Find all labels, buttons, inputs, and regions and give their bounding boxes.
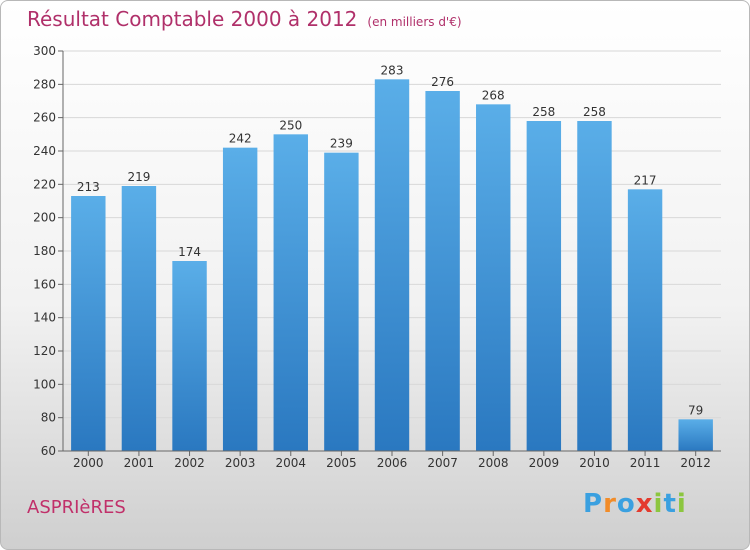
- y-tick-label: 260: [33, 111, 56, 125]
- x-tick-label: 2008: [478, 456, 509, 470]
- bar-value-label: 258: [532, 105, 555, 119]
- logo-letter: i: [676, 489, 687, 519]
- bar: [222, 147, 258, 451]
- commune-name: ASPRIèRES: [27, 497, 126, 518]
- bar: [577, 121, 612, 451]
- logo-letter: o: [616, 489, 636, 519]
- bar: [526, 121, 562, 451]
- bar-value-label: 242: [229, 132, 252, 146]
- bar: [121, 186, 157, 451]
- y-tick-label: 240: [33, 144, 56, 158]
- chart-title: Résultat Comptable 2000 à 2012 (en millie…: [27, 7, 462, 31]
- proxiti-logo: Proxiti: [583, 489, 687, 519]
- y-tick-label: 60: [41, 444, 56, 458]
- y-tick-label: 180: [33, 244, 56, 258]
- y-tick-label: 200: [33, 211, 56, 225]
- bar-value-label: 219: [127, 170, 150, 184]
- x-tick-label: 2000: [73, 456, 104, 470]
- bar-value-label: 268: [482, 88, 505, 102]
- bar-value-label: 217: [634, 173, 657, 187]
- bar-value-label: 258: [583, 105, 606, 119]
- x-tick-label: 2011: [630, 456, 661, 470]
- bar-value-label: 174: [178, 245, 201, 259]
- logo-letter: x: [635, 489, 654, 519]
- y-tick-label: 120: [33, 344, 56, 358]
- x-tick-label: 2012: [680, 456, 711, 470]
- x-tick-label: 2006: [377, 456, 408, 470]
- bar: [324, 152, 359, 451]
- bar: [374, 79, 410, 451]
- y-tick-label: 220: [33, 177, 56, 191]
- logo-letter: P: [583, 489, 604, 519]
- x-tick-label: 2009: [529, 456, 560, 470]
- chart-title-text: Résultat Comptable 2000 à 2012: [27, 7, 358, 31]
- bar: [476, 104, 511, 451]
- bar: [627, 189, 663, 452]
- bar-value-label: 213: [77, 180, 100, 194]
- x-tick-label: 2004: [275, 456, 306, 470]
- logo-letter: i: [653, 489, 664, 519]
- bar-value-label: 239: [330, 137, 353, 151]
- x-tick-label: 2005: [326, 456, 357, 470]
- x-axis: 2000 2001 2002 2003 2004 2005 2006 2007 2008 2009…: [63, 450, 721, 470]
- bar: [425, 91, 460, 451]
- x-tick-label: 2001: [124, 456, 155, 470]
- bar-value-label: 283: [381, 63, 404, 77]
- bar-value-label: 276: [431, 75, 454, 89]
- x-tick-label: 2010: [579, 456, 610, 470]
- y-tick-label: 160: [33, 277, 56, 291]
- bar-chart: 60 80 100 120 140 160 180 200 220 240 260 280 300 21…: [33, 44, 721, 470]
- y-tick-label: 280: [33, 77, 56, 91]
- bar-value-label: 250: [279, 118, 302, 132]
- y-tick-label: 100: [33, 377, 56, 391]
- x-tick-label: 2003: [225, 456, 256, 470]
- x-tick-label: 2002: [174, 456, 205, 470]
- bar: [273, 134, 308, 452]
- logo-letter: t: [663, 489, 677, 519]
- bar: [678, 419, 713, 451]
- bars: 213 219 174 242 250 239 283 276 268 258 258 217 79: [71, 63, 713, 452]
- bar: [172, 261, 207, 451]
- bar: [71, 196, 106, 451]
- y-axis: 60 80 100 120 140 160 180 200 220 240 260 280 300: [33, 44, 64, 458]
- logo-letter: r: [603, 489, 617, 519]
- y-tick-label: 300: [33, 44, 56, 58]
- bar-value-label: 79: [688, 403, 703, 417]
- y-tick-label: 80: [41, 411, 56, 425]
- chart-unit-subtitle: (en milliers d'€): [367, 15, 462, 29]
- y-tick-label: 140: [33, 311, 56, 325]
- x-tick-label: 2007: [427, 456, 458, 470]
